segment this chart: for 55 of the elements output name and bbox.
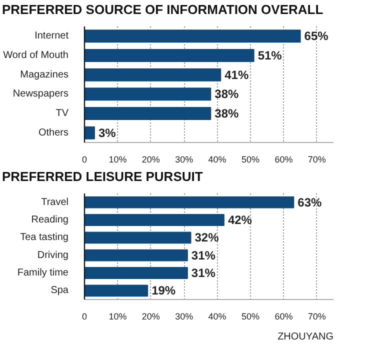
- y-tick-label: Newspapers: [12, 88, 69, 100]
- y-tick-label: Word of Mouth: [3, 50, 69, 61]
- data-label: 51%: [258, 48, 282, 62]
- bar: [84, 49, 254, 62]
- x-tick-label: 30%: [175, 312, 194, 322]
- y-tick-label: Family time: [17, 268, 69, 278]
- y-tick-label: Tea tasting: [20, 232, 69, 244]
- x-tick-label: 60%: [274, 154, 293, 164]
- x-tick-label: 20%: [142, 312, 160, 322]
- x-tick-label: 40%: [208, 154, 226, 164]
- data-label: 19%: [152, 284, 176, 298]
- bar: [84, 107, 212, 120]
- bar: [84, 249, 188, 262]
- text: ZHOUYANG: [278, 332, 334, 342]
- y-tick-label: Magazines: [20, 69, 68, 80]
- bar: [84, 30, 301, 43]
- y-tick-label: Spa: [50, 285, 69, 296]
- bar: [84, 126, 95, 140]
- x-tick-label: 60%: [274, 312, 293, 322]
- y-tick-label: Others: [38, 127, 69, 138]
- bar: [84, 68, 222, 82]
- data-label: 38%: [214, 87, 240, 102]
- x-tick-label: 50%: [241, 154, 260, 164]
- y-tick-label: Internet: [34, 30, 69, 42]
- x-tick-label: 50%: [241, 312, 260, 322]
- bar: [84, 88, 212, 101]
- x-tick-label: 30%: [175, 154, 194, 164]
- x-tick-label: 70%: [308, 154, 326, 164]
- x-tick-label: 10%: [108, 154, 127, 164]
- x-tick-label: 0: [82, 154, 88, 164]
- chart-title: PREFERRED SOURCE OF INFORMATION OVERALL: [2, 1, 324, 19]
- x-tick-label: 40%: [208, 312, 226, 322]
- x-tick-label: 70%: [308, 312, 326, 322]
- data-label: 3%: [98, 126, 116, 140]
- bar: [84, 196, 294, 208]
- x-tick-label: 20%: [142, 154, 160, 164]
- data-label: 38%: [214, 106, 240, 120]
- data-label: 31%: [191, 248, 216, 262]
- data-label: 63%: [298, 195, 322, 210]
- data-label: 31%: [191, 266, 216, 280]
- data-label: 65%: [304, 29, 329, 44]
- bar: [84, 284, 148, 297]
- bar: [84, 214, 224, 226]
- data-label: 42%: [228, 213, 252, 227]
- bar: [84, 232, 192, 244]
- x-tick-label: 0: [82, 312, 88, 322]
- y-tick-label: TV: [56, 108, 69, 119]
- data-label: 41%: [224, 68, 249, 82]
- y-tick-label: Travel: [41, 196, 69, 208]
- bar: [84, 267, 188, 279]
- data-label: 32%: [194, 230, 220, 245]
- y-tick-label: Driving: [37, 250, 69, 261]
- chart-title: PREFERRED LEISURE PURSUIT: [2, 168, 203, 186]
- x-tick-label: 10%: [108, 312, 127, 322]
- y-tick-label: Reading: [31, 214, 69, 226]
